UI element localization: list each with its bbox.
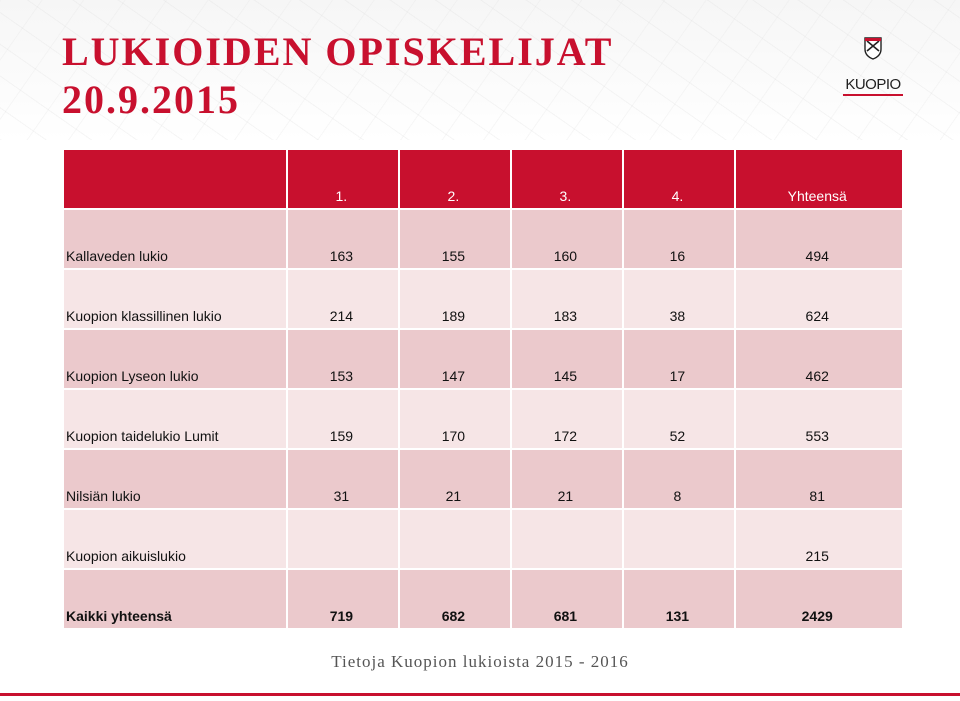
grade-4-count: 38 xyxy=(624,270,735,328)
grade-1-count: 153 xyxy=(288,330,399,388)
grade-4-count: 131 xyxy=(624,570,735,628)
header-cell-grade-4: 4. xyxy=(624,150,735,208)
grade-1-count: 214 xyxy=(288,270,399,328)
footer-divider xyxy=(0,693,960,696)
grade-1-count: 31 xyxy=(288,450,399,508)
grade-2-count: 147 xyxy=(400,330,511,388)
total-count: 81 xyxy=(736,450,902,508)
grade-2-count: 170 xyxy=(400,390,511,448)
kuopio-logo: KUOPIO xyxy=(838,36,908,100)
grade-2-count: 682 xyxy=(400,570,511,628)
school-name: Nilsiän lukio xyxy=(64,450,287,508)
table-row: Kuopion taidelukio Lumit 159 170 172 52 … xyxy=(64,390,902,448)
header-cell-school xyxy=(64,150,287,208)
grade-2-count: 21 xyxy=(400,450,511,508)
school-name: Kaikki yhteensä xyxy=(64,570,287,628)
grade-4-count: 52 xyxy=(624,390,735,448)
grade-3-count: 183 xyxy=(512,270,623,328)
grade-1-count xyxy=(288,510,399,568)
slide-footer: Tietoja Kuopion lukioista 2015 - 2016 xyxy=(331,652,629,671)
header-cell-grade-3: 3. xyxy=(512,150,623,208)
grade-1-count: 159 xyxy=(288,390,399,448)
logo-text: KUOPIO xyxy=(838,76,908,96)
total-count: 624 xyxy=(736,270,902,328)
grade-3-count: 145 xyxy=(512,330,623,388)
grade-3-count: 160 xyxy=(512,210,623,268)
total-count: 494 xyxy=(736,210,902,268)
grade-4-count xyxy=(624,510,735,568)
grade-3-count: 172 xyxy=(512,390,623,448)
grade-4-count: 8 xyxy=(624,450,735,508)
school-name: Kuopion aikuislukio xyxy=(64,510,287,568)
table-row: Kuopion klassillinen lukio 214 189 183 3… xyxy=(64,270,902,328)
table-total-row: Kaikki yhteensä 719 682 681 131 2429 xyxy=(64,570,902,628)
grade-1-count: 163 xyxy=(288,210,399,268)
school-name: Kuopion taidelukio Lumit xyxy=(64,390,287,448)
grade-1-count: 719 xyxy=(288,570,399,628)
header-cell-total: Yhteensä xyxy=(736,150,902,208)
table-row: Kuopion aikuislukio 215 xyxy=(64,510,902,568)
total-count: 553 xyxy=(736,390,902,448)
grade-3-count: 681 xyxy=(512,570,623,628)
page-title: LUKIOIDEN OPISKELIJAT 20.9.2015 xyxy=(62,28,613,124)
school-name: Kuopion klassillinen lukio xyxy=(64,270,287,328)
students-table: 1. 2. 3. 4. Yhteensä Kallaveden lukio 16… xyxy=(62,148,904,630)
header-cell-grade-1: 1. xyxy=(288,150,399,208)
total-count: 2429 xyxy=(736,570,902,628)
grade-4-count: 17 xyxy=(624,330,735,388)
school-name: Kallaveden lukio xyxy=(64,210,287,268)
school-name: Kuopion Lyseon lukio xyxy=(64,330,287,388)
table-header-row: 1. 2. 3. 4. Yhteensä xyxy=(64,150,902,208)
title-line-2: 20.9.2015 xyxy=(62,77,240,122)
table-row: Kuopion Lyseon lukio 153 147 145 17 462 xyxy=(64,330,902,388)
table-row: Nilsiän lukio 31 21 21 8 81 xyxy=(64,450,902,508)
map-background xyxy=(0,0,960,140)
table-row: Kallaveden lukio 163 155 160 16 494 xyxy=(64,210,902,268)
grade-2-count xyxy=(400,510,511,568)
total-count: 215 xyxy=(736,510,902,568)
grade-4-count: 16 xyxy=(624,210,735,268)
kuopio-crest-icon xyxy=(864,37,882,60)
grade-3-count: 21 xyxy=(512,450,623,508)
grade-2-count: 189 xyxy=(400,270,511,328)
title-line-1: LUKIOIDEN OPISKELIJAT xyxy=(62,29,614,74)
grade-3-count xyxy=(512,510,623,568)
header-cell-grade-2: 2. xyxy=(400,150,511,208)
total-count: 462 xyxy=(736,330,902,388)
grade-2-count: 155 xyxy=(400,210,511,268)
